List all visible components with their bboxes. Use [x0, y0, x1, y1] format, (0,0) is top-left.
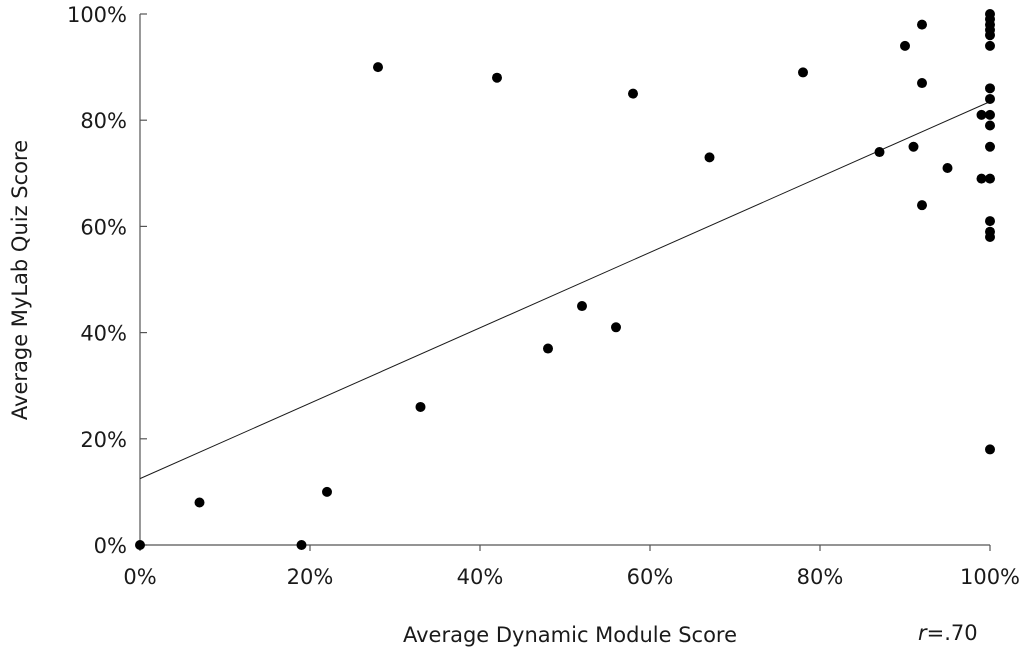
- data-point: [985, 93, 995, 104]
- correlation-value: =.70: [927, 621, 978, 645]
- x-tick-label: 40%: [457, 565, 504, 589]
- data-point: [704, 152, 715, 163]
- y-tick-label: 80%: [80, 109, 127, 133]
- trendline-group: [139, 101, 991, 480]
- data-point: [985, 232, 995, 243]
- data-point: [985, 120, 995, 131]
- y-tick-label: 60%: [80, 215, 127, 239]
- data-point: [543, 343, 553, 354]
- data-point: [194, 497, 205, 508]
- data-point: [798, 67, 808, 78]
- data-point: [628, 88, 638, 99]
- data-point: [917, 200, 927, 211]
- data-point: [985, 141, 995, 152]
- y-tick-label: 0%: [94, 534, 127, 558]
- y-tick-label: 100%: [67, 3, 127, 27]
- data-point: [492, 72, 502, 83]
- data-point: [985, 40, 995, 51]
- y-tick-label: 40%: [80, 322, 127, 346]
- data-point: [917, 19, 927, 30]
- correlation-symbol: r: [918, 621, 928, 645]
- x-axis-title: Average Dynamic Module Score: [403, 623, 737, 647]
- data-point: [296, 540, 307, 550]
- data-point: [577, 301, 587, 312]
- data-point: [942, 162, 953, 173]
- data-point: [985, 444, 995, 455]
- data-point: [985, 83, 995, 94]
- x-tick-label: 80%: [797, 565, 844, 589]
- data-point: [135, 540, 145, 550]
- data-point: [985, 216, 995, 227]
- data-point: [985, 109, 995, 120]
- correlation-label: r=.70: [918, 621, 978, 645]
- x-tick-label: 60%: [627, 565, 674, 589]
- data-point: [976, 109, 987, 120]
- axes: [139, 14, 990, 546]
- data-point: [985, 173, 995, 184]
- data-point: [611, 322, 621, 333]
- data-point: [908, 141, 919, 152]
- data-points: [135, 9, 995, 550]
- data-point: [900, 40, 910, 51]
- data-point: [373, 62, 383, 73]
- y-axis-title: Average MyLab Quiz Score: [8, 140, 32, 420]
- data-point: [322, 486, 332, 497]
- x-tick-label: 100%: [960, 565, 1020, 589]
- x-axis-ticks: 0% 20% 40% 60% 80% 100%: [123, 545, 1020, 589]
- x-tick-label: 0%: [123, 565, 156, 589]
- y-tick-label: 20%: [80, 428, 127, 452]
- data-point: [976, 173, 987, 184]
- data-point: [415, 401, 426, 412]
- data-point: [985, 30, 995, 41]
- data-point: [917, 78, 927, 89]
- x-tick-label: 20%: [287, 565, 334, 589]
- trendline: [139, 101, 991, 480]
- data-point: [874, 147, 885, 158]
- y-axis-ticks: 0% 20% 40% 60% 80% 100%: [67, 3, 147, 558]
